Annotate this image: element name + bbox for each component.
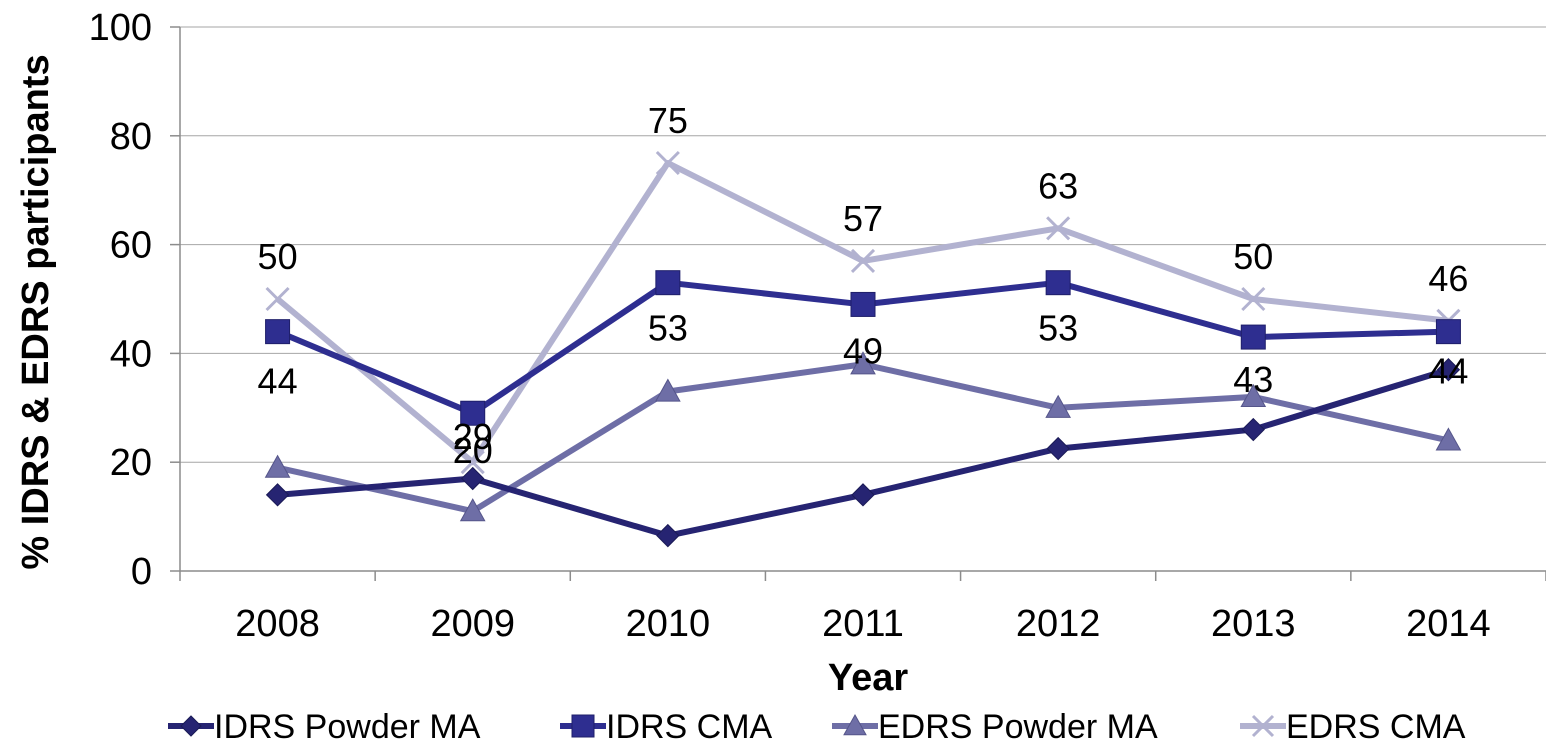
point-2-2009 [459, 498, 486, 522]
legend-marker-0 [180, 715, 202, 737]
label-idrs-cma-2013: 43 [1233, 359, 1273, 400]
legend-label-1: IDRS CMA [606, 708, 773, 746]
x-tick-label-2014: 2014 [1406, 603, 1491, 645]
label-idrs-cma-2008: 44 [258, 361, 298, 402]
point-0-2012 [1046, 436, 1070, 461]
x-tick-label-2013: 2013 [1211, 603, 1296, 645]
point-3-2013 [1241, 286, 1266, 312]
legend: IDRS Powder MA IDRS CMA EDRS Powder MA EDRS… [168, 708, 1466, 746]
point-2-2008 [264, 454, 291, 478]
x-tick-label-2012: 2012 [1016, 603, 1101, 645]
label-edrs-cma-2012: 63 [1038, 165, 1078, 206]
legend-label-2: EDRS Powder MA [878, 708, 1158, 746]
x-tick-label-2011: 2011 [822, 603, 904, 645]
legend-label-3: EDRS CMA [1286, 708, 1466, 746]
point-1-2011 [850, 291, 876, 317]
label-idrs-cma-2009: 29 [453, 416, 493, 457]
label-edrs-cma-2014: 46 [1428, 258, 1468, 299]
point-2-2011 [850, 351, 876, 375]
point-3-2012 [1046, 216, 1071, 241]
label-idrs-cma-2010: 53 [648, 308, 688, 349]
point-2-2012 [1045, 394, 1071, 418]
point-1-2008 [265, 319, 291, 345]
grid-lines [180, 26, 1546, 463]
y-axis-title: % IDRS & EDRS participants [15, 54, 57, 569]
point-3-2008 [265, 286, 290, 312]
data-labels: 50 20 75 57 63 50 46 44 29 53 49 53 43 44 [258, 100, 1469, 471]
label-edrs-cma-2010: 75 [648, 100, 688, 141]
point-3-2010 [655, 150, 680, 176]
point-0-2014 [1436, 358, 1461, 382]
point-3-2011 [850, 248, 876, 273]
label-edrs-cma-2013: 50 [1233, 236, 1273, 277]
legend-marker-3 [1251, 714, 1275, 738]
label-edrs-cma-2009: 20 [453, 430, 493, 471]
point-2-2013 [1240, 383, 1267, 408]
label-edrs-cma-2011: 57 [843, 198, 883, 239]
legend-marker-1 [571, 714, 595, 738]
y-tick-label-20: 20 [110, 442, 152, 484]
point-2-2010 [655, 378, 681, 402]
x-tick-label-2010: 2010 [626, 603, 711, 645]
point-0-2010 [656, 523, 680, 548]
y-tick-label-0: 0 [131, 551, 152, 593]
point-0-2008 [265, 483, 290, 507]
y-tick-label-40: 40 [110, 333, 152, 375]
y-tick-label-100: 100 [89, 7, 152, 49]
axes: 0 20 40 60 80 100 2008 2009 2010 2011 2012 2013 2014 [89, 7, 1546, 645]
point-0-2009 [461, 466, 485, 491]
point-3-2009 [460, 450, 485, 475]
label-idrs-cma-2012: 53 [1038, 308, 1078, 349]
point-1-2010 [655, 270, 681, 296]
label-idrs-cma-2014: 44 [1428, 351, 1468, 392]
point-1-2013 [1240, 324, 1266, 350]
legend-marker-2 [843, 713, 867, 736]
point-1-2009 [460, 400, 486, 426]
x-tick-label-2009: 2009 [430, 603, 515, 645]
point-2-2014 [1435, 427, 1462, 451]
point-1-2014 [1435, 319, 1461, 345]
label-idrs-cma-2011: 49 [843, 330, 883, 371]
label-edrs-cma-2008: 50 [258, 236, 298, 277]
x-tick-label-2008: 2008 [235, 603, 320, 645]
point-0-2013 [1241, 417, 1265, 442]
x-axis-title: Year [828, 657, 909, 699]
point-0-2011 [851, 483, 875, 507]
legend-label-0: IDRS Powder MA [214, 708, 481, 746]
y-tick-label-80: 80 [110, 116, 152, 158]
y-tick-label-60: 60 [110, 225, 152, 267]
series [264, 150, 1462, 548]
point-1-2012 [1045, 270, 1071, 296]
